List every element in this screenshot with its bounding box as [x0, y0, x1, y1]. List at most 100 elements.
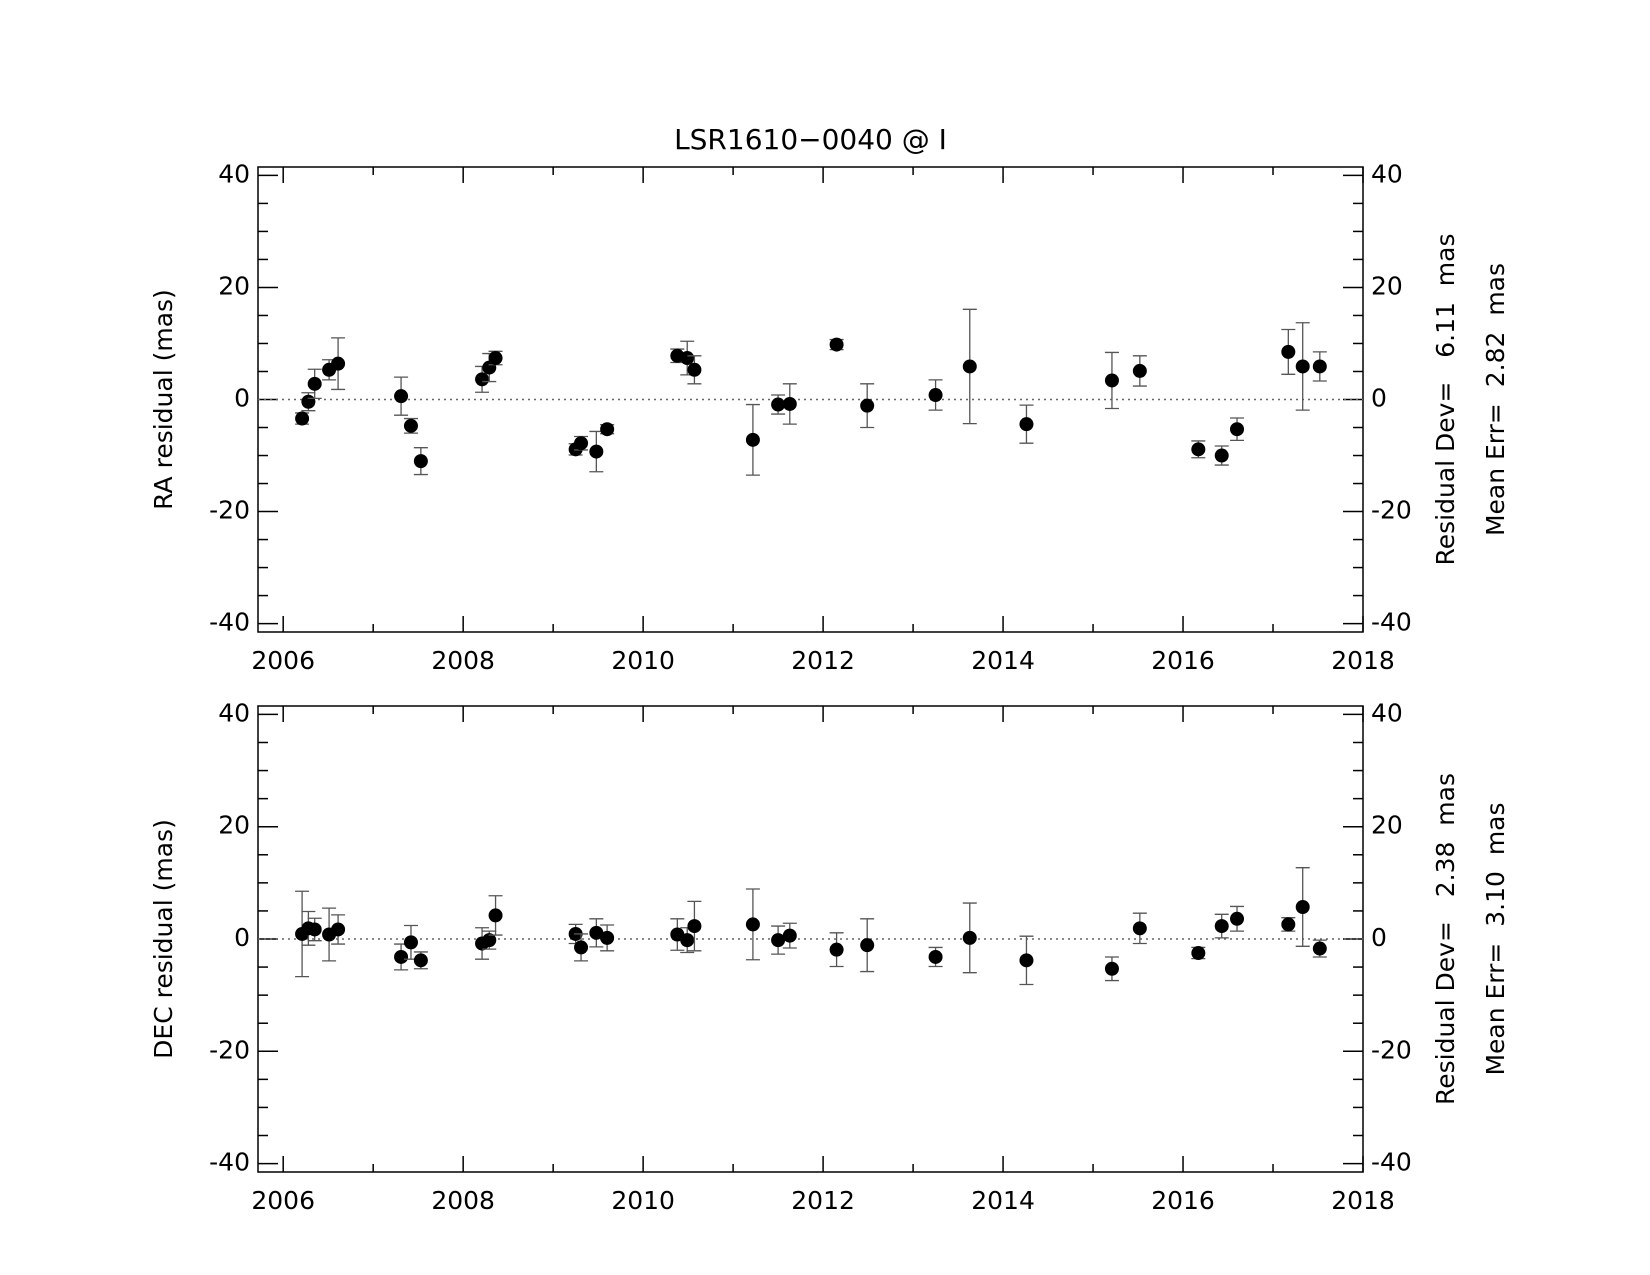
data-point: [1312, 359, 1327, 374]
data-point: [782, 928, 797, 943]
x-tick-label: 2018: [1331, 1186, 1395, 1215]
data-point: [680, 933, 695, 948]
data-point: [1191, 442, 1206, 457]
data-point: [574, 940, 589, 955]
data-point: [589, 925, 604, 940]
data-point: [301, 394, 316, 409]
data-point: [928, 388, 943, 403]
annotation: Mean Err= 2.82 mas: [1481, 263, 1510, 536]
y-axis-label: RA residual (mas): [149, 289, 178, 510]
y-tick-label: -20: [209, 496, 250, 525]
data-point: [600, 422, 615, 437]
x-tick-label: 2018: [1331, 646, 1395, 675]
x-tick-label: 2010: [611, 646, 675, 675]
y-tick-label: 0: [234, 384, 250, 413]
y-axis-label: DEC residual (mas): [149, 819, 178, 1059]
data-point: [829, 942, 844, 957]
data-point: [1191, 946, 1206, 961]
data-point: [860, 398, 875, 413]
data-point: [1295, 899, 1310, 914]
data-point: [331, 922, 346, 937]
annotation: Residual Dev= 6.11 mas: [1431, 234, 1460, 566]
data-point: [1104, 961, 1119, 976]
y-tick-label: -40: [209, 608, 250, 637]
x-tick-label: 2014: [971, 646, 1035, 675]
data-point: [488, 351, 503, 366]
data-point: [1214, 919, 1229, 934]
data-point: [1132, 921, 1147, 936]
x-tick-label: 2012: [791, 1186, 855, 1215]
y-tick-label-right: -20: [1371, 496, 1412, 525]
data-point: [475, 372, 490, 387]
data-point: [482, 933, 497, 948]
data-point: [295, 411, 310, 426]
data-point: [1214, 448, 1229, 463]
annotation: Mean Err= 3.10 mas: [1481, 802, 1510, 1075]
data-point: [1104, 373, 1119, 388]
y-tick-label-right: 40: [1371, 159, 1403, 188]
data-point: [687, 362, 702, 377]
data-point: [413, 454, 428, 469]
data-point: [680, 351, 695, 366]
data-point: [962, 359, 977, 374]
y-tick-label-right: 40: [1371, 698, 1403, 727]
data-point: [1295, 359, 1310, 374]
data-point: [687, 919, 702, 934]
data-point: [771, 397, 786, 412]
data-point: [589, 444, 604, 459]
data-point: [307, 376, 322, 391]
data-point: [771, 933, 786, 948]
data-point: [829, 337, 844, 352]
data-point: [403, 418, 418, 433]
data-point: [745, 917, 760, 932]
data-point: [600, 930, 615, 945]
y-tick-label-right: -40: [1371, 1148, 1412, 1177]
y-tick-label: -40: [209, 1148, 250, 1177]
data-point: [394, 949, 409, 964]
data-point: [962, 930, 977, 945]
x-tick-label: 2006: [251, 646, 315, 675]
y-tick-label-right: -40: [1371, 608, 1412, 637]
data-point: [1312, 941, 1327, 956]
chart-title: LSR1610−0040 @ I: [674, 123, 947, 156]
y-tick-label: 40: [218, 698, 250, 727]
x-tick-label: 2014: [971, 1186, 1035, 1215]
data-point: [1019, 417, 1034, 432]
x-tick-label: 2010: [611, 1186, 675, 1215]
data-point: [1281, 917, 1296, 932]
data-point: [928, 949, 943, 964]
data-point: [413, 953, 428, 968]
y-tick-label: 0: [234, 923, 250, 952]
y-tick-label-right: 0: [1371, 384, 1387, 413]
data-point: [394, 389, 409, 404]
data-point: [860, 938, 875, 953]
x-tick-label: 2012: [791, 646, 855, 675]
data-point: [331, 356, 346, 371]
annotation: Residual Dev= 2.38 mas: [1431, 773, 1460, 1105]
x-tick-label: 2008: [431, 1186, 495, 1215]
data-point: [307, 922, 322, 937]
y-tick-label: 40: [218, 159, 250, 188]
data-point: [403, 935, 418, 950]
data-point: [1019, 953, 1034, 968]
data-point: [782, 396, 797, 411]
data-point: [1281, 344, 1296, 359]
data-point: [1230, 422, 1245, 437]
y-tick-label-right: 0: [1371, 923, 1387, 952]
x-tick-label: 2016: [1151, 1186, 1215, 1215]
y-tick-label-right: -20: [1371, 1035, 1412, 1064]
y-tick-label: 20: [218, 271, 250, 300]
data-point: [574, 436, 589, 451]
y-tick-label: 20: [218, 811, 250, 840]
y-tick-label-right: 20: [1371, 271, 1403, 300]
x-tick-label: 2006: [251, 1186, 315, 1215]
data-point: [1230, 911, 1245, 926]
data-point: [745, 432, 760, 447]
x-tick-label: 2016: [1151, 646, 1215, 675]
data-point: [488, 908, 503, 923]
y-tick-label: -20: [209, 1035, 250, 1064]
data-point: [1132, 363, 1147, 378]
x-tick-label: 2008: [431, 646, 495, 675]
y-tick-label-right: 20: [1371, 811, 1403, 840]
